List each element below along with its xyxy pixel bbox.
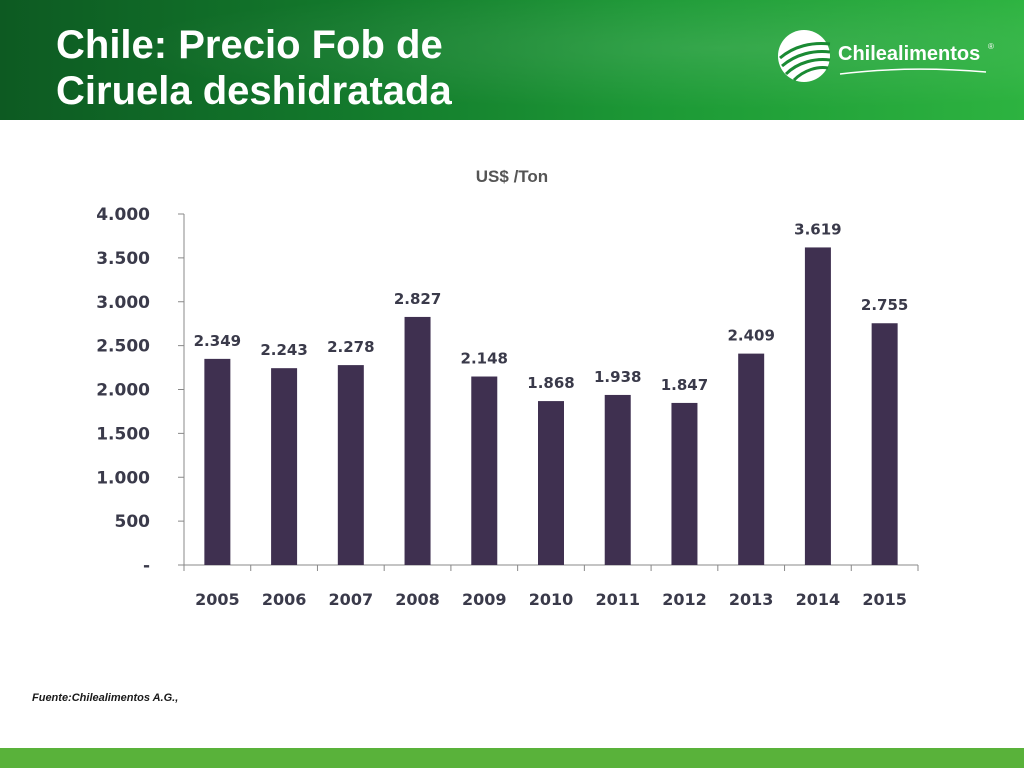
bar-2009 — [471, 376, 498, 565]
x-tick-label-2009: 2009 — [462, 590, 507, 609]
value-label-2006: 2.243 — [260, 341, 307, 359]
bar-2010 — [538, 401, 564, 565]
globe-icon — [778, 30, 831, 82]
bar-2013 — [738, 353, 765, 565]
source-note: Fuente:Chilealimentos A.G., — [32, 692, 179, 704]
value-label-2011: 1.938 — [594, 368, 641, 386]
bar-chart: US$ /Ton - 500 1.000 1.500 2.000 2.500 3.000 3.… — [96, 167, 919, 609]
x-tick-label-2007: 2007 — [329, 590, 374, 609]
value-label-2015: 2.755 — [861, 296, 908, 314]
value-label-2013: 2.409 — [727, 327, 774, 345]
logo-swoosh — [839, 68, 987, 75]
company-logo: Chilealimentos ® — [776, 28, 996, 88]
bar-2011 — [604, 394, 631, 565]
x-tick-label-2013: 2013 — [729, 590, 774, 609]
x-tick-label-2014: 2014 — [796, 590, 841, 609]
logo-registered-mark: ® — [988, 42, 994, 51]
value-label-2012: 1.847 — [661, 376, 708, 394]
y-tick-label: 500 — [115, 512, 151, 532]
bars — [204, 247, 898, 566]
x-tick-label-2005: 2005 — [195, 590, 240, 609]
y-tick-label: 4.000 — [96, 205, 150, 225]
header-banner: Chile: Precio Fob de Ciruela deshidratad… — [0, 0, 1024, 120]
chart-title: US$ /Ton — [476, 167, 548, 186]
y-axis: - 500 1.000 1.500 2.000 2.500 3.000 3.500 4.000 — [96, 205, 185, 576]
x-tick-label-2006: 2006 — [262, 590, 307, 609]
x-tick-label-2010: 2010 — [529, 590, 574, 609]
value-label-2008: 2.827 — [394, 290, 441, 308]
title-line-1: Chile: Precio Fob de — [56, 23, 443, 67]
bar-2005 — [204, 358, 231, 565]
value-labels: 2.349 2.243 2.278 2.827 2.148 1.868 1.938 1.847… — [194, 220, 909, 393]
x-tick-label-2008: 2008 — [395, 590, 440, 609]
value-label-2010: 1.868 — [527, 374, 574, 392]
x-tick-label-2015: 2015 — [862, 590, 907, 609]
bar-2014 — [804, 247, 831, 566]
bar-2008 — [404, 316, 431, 565]
footer-bar — [0, 748, 1024, 768]
value-label-2005: 2.349 — [194, 332, 241, 350]
y-tick-label: 3.000 — [96, 293, 150, 313]
y-tick-label: - — [143, 556, 150, 576]
value-label-2009: 2.148 — [461, 350, 508, 368]
value-label-2014: 3.619 — [794, 220, 841, 238]
y-tick-label: 2.000 — [96, 381, 150, 401]
y-tick-label: 2.500 — [96, 337, 150, 357]
x-tick-label-2012: 2012 — [662, 590, 707, 609]
y-tick-label: 1.000 — [96, 468, 150, 488]
logo-text: Chilealimentos — [838, 43, 981, 65]
x-axis: 2005 2006 2007 2008 2009 2010 2011 2012 2013 2014… — [183, 564, 919, 609]
bar-2007 — [337, 365, 364, 565]
bar-2012 — [671, 402, 698, 565]
header-sheen — [0, 0, 1024, 120]
y-tick-label: 1.500 — [96, 424, 150, 444]
bar-2006 — [271, 368, 298, 565]
x-tick-label-2011: 2011 — [595, 590, 640, 609]
bar-2015 — [871, 323, 898, 565]
title-line-2: Ciruela deshidratada — [56, 69, 452, 113]
slide-title: Chile: Precio Fob de Ciruela deshidratad… — [56, 22, 452, 114]
value-label-2007: 2.278 — [327, 338, 374, 356]
y-tick-label: 3.500 — [96, 249, 150, 269]
